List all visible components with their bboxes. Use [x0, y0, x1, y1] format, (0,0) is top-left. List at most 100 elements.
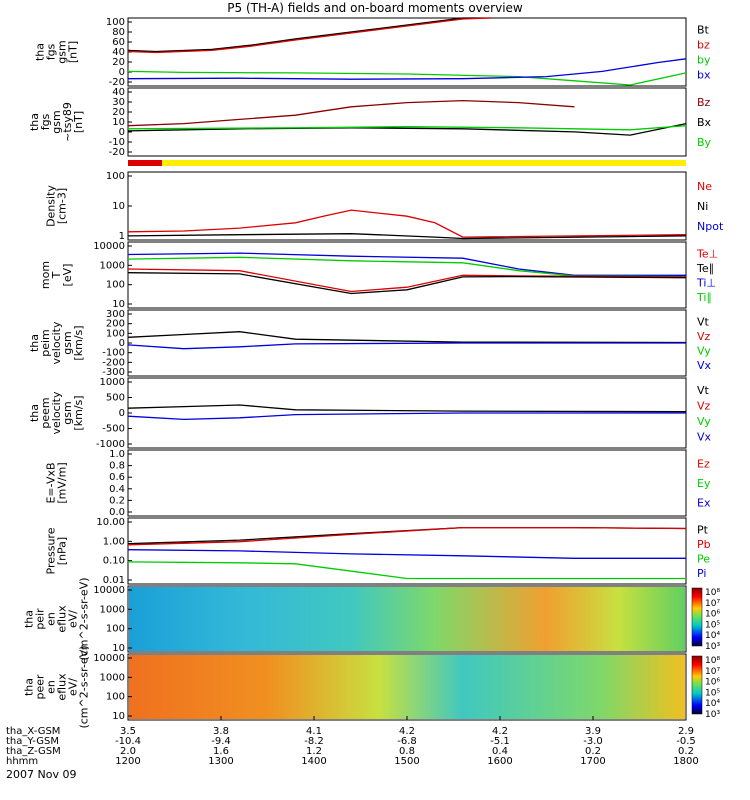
ytick-label: 100	[106, 171, 125, 182]
xaxis-value: 0.2	[678, 746, 694, 757]
ylabel-line: eflux	[56, 673, 69, 701]
panel-frame-p1	[127, 17, 687, 87]
legend-entry: Ez	[697, 458, 710, 471]
ytick-label: 0.8	[109, 461, 125, 472]
ylabel-line: (cm^2-s-sr-eV)	[78, 577, 91, 660]
legend-entry: Ex	[697, 496, 711, 509]
ylabel-line: eV/	[67, 678, 80, 696]
ytick-label: 0.10	[103, 556, 125, 567]
ylabel-line: fgs	[39, 113, 52, 130]
ylabel-line: tha	[23, 678, 36, 696]
xaxis-value: 4.2	[492, 726, 508, 737]
ytick-label: 1000	[100, 260, 125, 271]
xaxis-value: 1.2	[306, 746, 322, 757]
ylabel-line: ~tsy89	[61, 102, 74, 142]
xaxis-value: 1500	[394, 756, 419, 767]
ytick-label: 10	[112, 299, 125, 310]
xaxis-value: -0.5	[676, 736, 696, 747]
series-line-Vx	[127, 412, 686, 421]
ytick-label: 100	[106, 280, 125, 291]
legend-entry: Te∥	[696, 262, 714, 275]
legend-entry: bx	[697, 69, 711, 82]
ylabel-line: [cm-3]	[56, 188, 69, 224]
xaxis-value: 0.8	[399, 746, 415, 757]
ytick-label: 1.00	[103, 536, 125, 547]
panel-frame-p7	[127, 449, 687, 517]
ylabel-line: Density	[45, 185, 58, 227]
xaxis-row-label: hhmm	[6, 756, 38, 767]
series-line-Te⊥	[127, 268, 687, 293]
series-line-by	[127, 70, 687, 86]
ylabel-line: [eV]	[61, 264, 74, 287]
legend-entry: Bx	[697, 116, 712, 129]
legend-entry: Bz	[697, 96, 711, 109]
ytick-label: 10	[112, 643, 125, 654]
ylabel-line: [nT]	[67, 41, 80, 63]
xaxis-value: 2.0	[120, 746, 136, 757]
ytick-label: 0.2	[109, 495, 125, 506]
ylabel-line: gsm	[61, 331, 74, 354]
ylabel-line: E=-VxB	[45, 462, 58, 503]
ylabel-line: eV/	[67, 610, 80, 628]
legend-entry: Te⊥	[696, 247, 718, 260]
xaxis-value: 1200	[115, 756, 140, 767]
series-line-Pb	[127, 526, 687, 546]
ytick-label: 200	[106, 319, 125, 330]
xaxis-value: 4.2	[399, 726, 415, 737]
legend-entry: Pe	[697, 552, 710, 565]
colorbar-label: 10⁶	[705, 610, 720, 620]
ylabel-line: peir	[34, 608, 47, 630]
ytick-label: 1000	[100, 377, 125, 388]
ytick-label: -10	[109, 137, 125, 148]
series-line-bz	[127, 17, 491, 54]
legend-entry: By	[697, 136, 712, 149]
legend-entry: Vt	[697, 315, 710, 328]
series-line-Vx	[127, 342, 686, 350]
ylabel-line: velocity	[50, 321, 63, 364]
legend-entry: Vz	[697, 330, 711, 343]
xaxis-row-label: tha_Z-GSM	[6, 746, 61, 757]
xaxis-value: 3.8	[213, 726, 229, 737]
series-line-Vt	[127, 331, 687, 344]
ylabel-line: tha	[28, 334, 41, 352]
ytick-label: 10.00	[96, 517, 125, 528]
colorbar-label: 10⁸	[705, 656, 720, 666]
xaxis-value: -9.4	[211, 736, 231, 747]
ytick-label: 0.4	[109, 484, 125, 495]
ytick-label: 10	[112, 201, 125, 212]
ylabel-line: T	[50, 271, 63, 279]
mode-bar-fast	[128, 160, 162, 166]
colorbar-label: 10⁸	[705, 588, 720, 598]
colorbar-p9	[691, 587, 703, 647]
ytick-label: 40	[112, 87, 125, 98]
xaxis-value: 0.2	[585, 746, 601, 757]
ylabel-line: [mV/m]	[56, 462, 69, 503]
legend-entry: Pi	[697, 567, 706, 580]
series-line-Ne	[127, 209, 687, 238]
panel-frame-p8	[127, 517, 687, 585]
ytick-label: 0.0	[109, 507, 125, 518]
ytick-label: 20	[112, 107, 125, 118]
colorbar-label: 10⁷	[705, 599, 720, 609]
series-line-Bz	[127, 99, 575, 127]
colorbar-label: 10⁵	[705, 620, 720, 630]
ylabel-line: [km/s]	[72, 325, 85, 360]
legend-entry: by	[697, 54, 711, 67]
ylabel-line: mom	[39, 261, 52, 289]
colorbar-p10	[691, 655, 703, 715]
ytick-label: 1.0	[109, 449, 125, 460]
xaxis-value: 1.6	[213, 746, 229, 757]
ytick-label: -20	[109, 77, 125, 88]
xaxis-value: 1400	[301, 756, 326, 767]
ylabel-line: peim	[39, 329, 52, 357]
series-line-Ti⊥	[127, 252, 686, 276]
colorbar-label: 10³	[705, 642, 720, 652]
ytick-label: 0	[119, 408, 125, 419]
legend-entry: Ti⊥	[696, 276, 716, 289]
colorbar-label: 10⁶	[705, 678, 720, 688]
ytick-label: -1000	[96, 439, 125, 450]
series-line-Pe	[127, 561, 686, 580]
ytick-label: 20	[112, 57, 125, 68]
ylabel-line: tha	[23, 610, 36, 628]
legend-entry: Vy	[697, 344, 711, 357]
